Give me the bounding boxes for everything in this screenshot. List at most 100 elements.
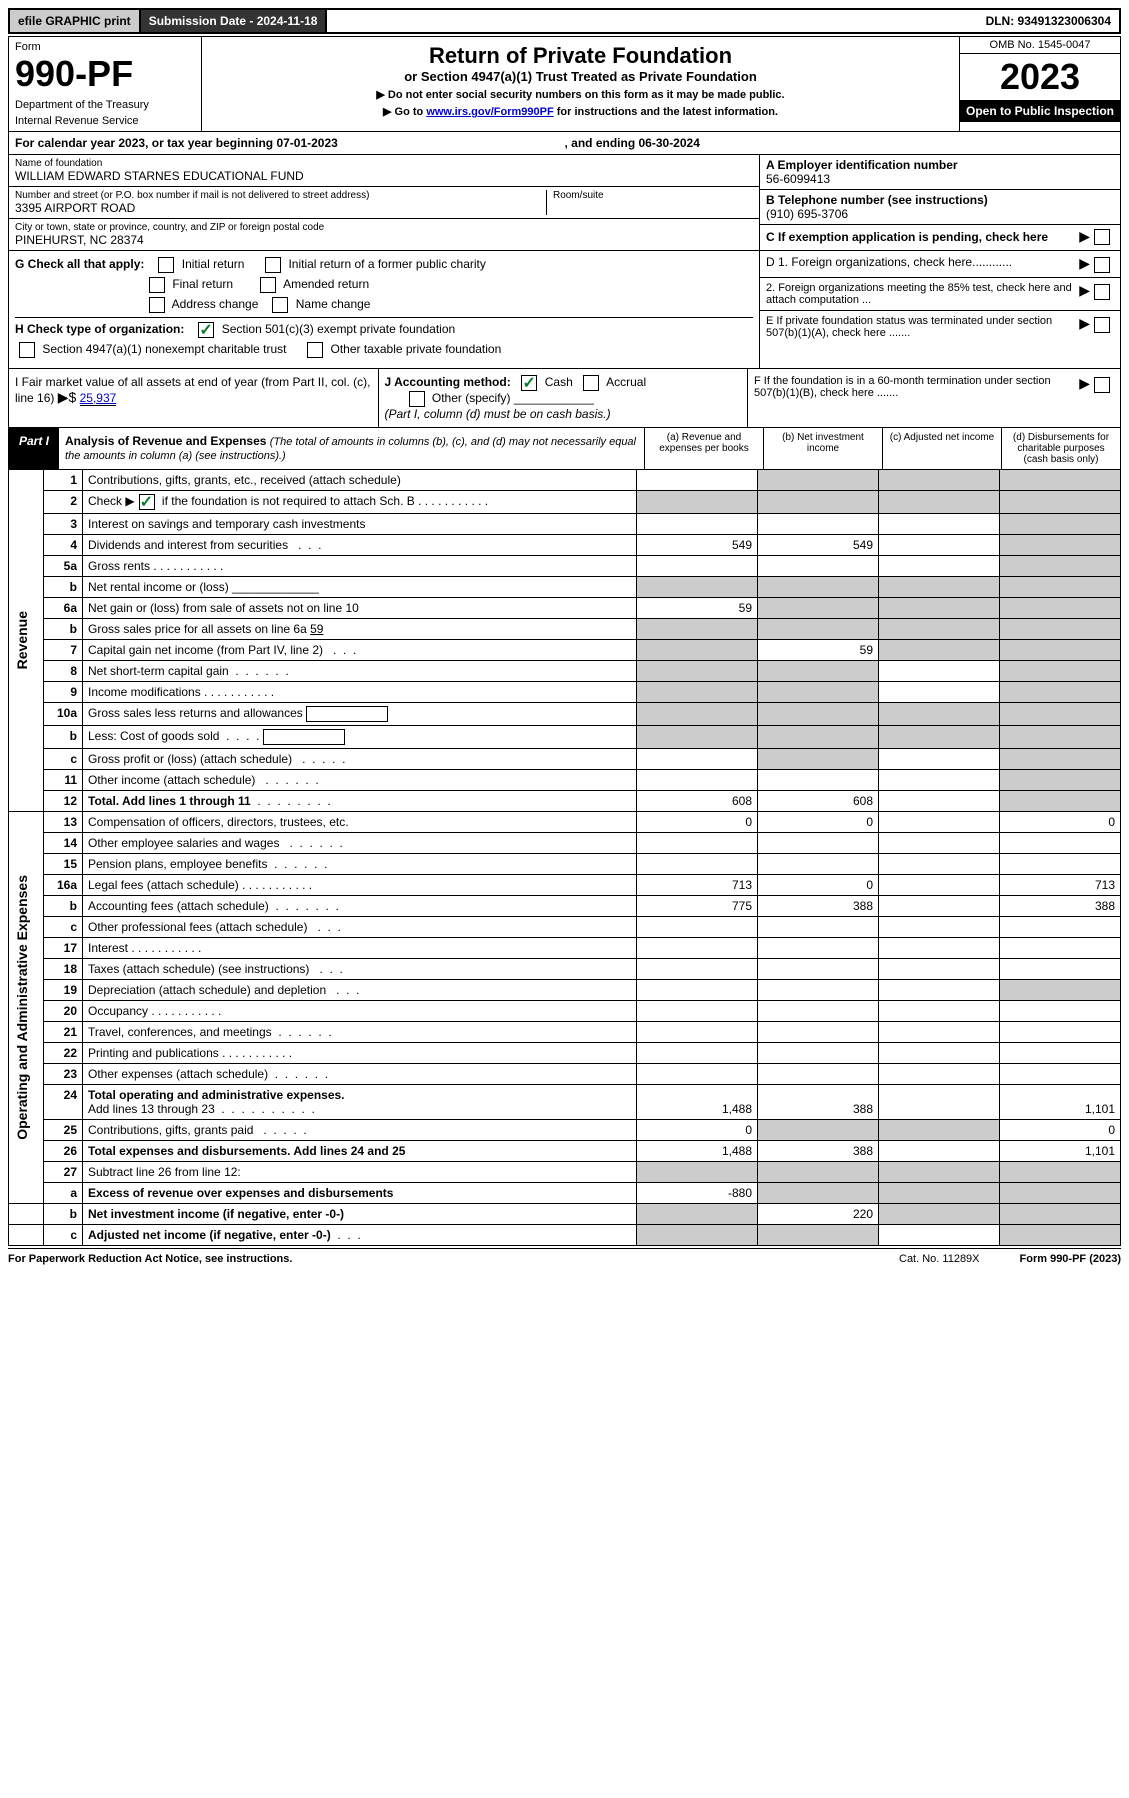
expenses-side-label: Operating and Administrative Expenses <box>14 875 30 1140</box>
irs-label: Internal Revenue Service <box>15 115 195 127</box>
address-label: Number and street (or P.O. box number if… <box>15 190 540 201</box>
g-label: G Check all that apply: <box>15 257 144 271</box>
foundation-name: WILLIAM EDWARD STARNES EDUCATIONAL FUND <box>15 169 753 183</box>
efile-print-button[interactable]: efile GRAPHIC print <box>10 10 141 32</box>
arrow-icon: ▶ <box>1079 228 1090 245</box>
line-27: Subtract line 26 from line 12: <box>83 1162 637 1183</box>
form-header: Form 990-PF Department of the Treasury I… <box>8 36 1121 132</box>
ein-label: A Employer identification number <box>766 158 1114 172</box>
form-number: 990-PF <box>15 53 195 95</box>
line-10b: Less: Cost of goods sold . . . . <box>83 726 637 749</box>
part1-table: Revenue 1Contributions, gifts, grants, e… <box>8 470 1121 1246</box>
line-1: Contributions, gifts, grants, etc., rece… <box>83 470 637 491</box>
j-note: (Part I, column (d) must be on cash basi… <box>385 407 611 421</box>
s4947-checkbox[interactable] <box>19 342 35 358</box>
paperwork-notice: For Paperwork Reduction Act Notice, see … <box>8 1253 292 1265</box>
part1-header: Part I Analysis of Revenue and Expenses … <box>8 428 1121 470</box>
line-17: Interest <box>83 938 637 959</box>
revenue-side-label: Revenue <box>14 611 30 669</box>
city-state-zip: PINEHURST, NC 28374 <box>15 233 753 247</box>
form990pf-link[interactable]: www.irs.gov/Form990PF <box>426 106 553 118</box>
line-23: Other expenses (attach schedule) . . . .… <box>83 1064 637 1085</box>
telephone: (910) 695-3706 <box>766 207 1114 221</box>
instr-ssn: ▶ Do not enter social security numbers o… <box>208 88 953 101</box>
address-change-checkbox[interactable] <box>149 297 165 313</box>
line-16b: Accounting fees (attach schedule) . . . … <box>83 896 637 917</box>
ijf-row: I Fair market value of all assets at end… <box>8 369 1121 428</box>
form-subtitle: or Section 4947(a)(1) Trust Treated as P… <box>208 69 953 84</box>
room-label: Room/suite <box>553 190 753 201</box>
line-4: Dividends and interest from securities .… <box>83 535 637 556</box>
s501c3-checkbox[interactable] <box>198 322 214 338</box>
form-label: Form <box>15 41 195 53</box>
line-8: Net short-term capital gain . . . . . . <box>83 661 637 682</box>
arrow-icon: ▶ <box>1079 375 1090 391</box>
line-7: Capital gain net income (from Part IV, l… <box>83 640 637 661</box>
arrow-icon: ▶ <box>1079 315 1090 331</box>
d1-checkbox[interactable] <box>1094 257 1110 273</box>
initial-public-checkbox[interactable] <box>265 257 281 273</box>
col-d-header: (d) Disbursements for charitable purpose… <box>1001 428 1120 469</box>
schb-checkbox[interactable] <box>139 494 155 510</box>
line-12: Total. Add lines 1 through 11 . . . . . … <box>83 791 637 812</box>
calendar-year-row: For calendar year 2023, or tax year begi… <box>8 132 1121 155</box>
submission-date: Submission Date - 2024-11-18 <box>141 10 328 32</box>
d2-label: 2. Foreign organizations meeting the 85%… <box>766 282 1079 306</box>
line-10c: Gross profit or (loss) (attach schedule)… <box>83 749 637 770</box>
initial-return-checkbox[interactable] <box>158 257 174 273</box>
line-18: Taxes (attach schedule) (see instruction… <box>83 959 637 980</box>
line-5b: Net rental income or (loss) ____________… <box>83 577 637 598</box>
line-11: Other income (attach schedule) . . . . .… <box>83 770 637 791</box>
line-19: Depreciation (attach schedule) and deple… <box>83 980 637 1001</box>
address: 3395 AIRPORT ROAD <box>15 201 540 215</box>
line-2: Check ▶ if the foundation is not require… <box>83 491 637 514</box>
line-6b: Gross sales price for all assets on line… <box>83 619 637 640</box>
footer: For Paperwork Reduction Act Notice, see … <box>8 1248 1121 1265</box>
fmv-link[interactable]: 25,937 <box>80 391 117 406</box>
dln: DLN: 93491323006304 <box>978 10 1119 32</box>
line-25: Contributions, gifts, grants paid . . . … <box>83 1120 637 1141</box>
other-method-checkbox[interactable] <box>409 391 425 407</box>
other-taxable-checkbox[interactable] <box>307 342 323 358</box>
line-21: Travel, conferences, and meetings . . . … <box>83 1022 637 1043</box>
omb-number: OMB No. 1545-0047 <box>960 37 1120 54</box>
line-27c: Adjusted net income (if negative, enter … <box>83 1225 637 1246</box>
line-26: Total expenses and disbursements. Add li… <box>83 1141 637 1162</box>
line-24: Total operating and administrative expen… <box>83 1085 637 1120</box>
f-checkbox[interactable] <box>1094 377 1110 393</box>
city-label: City or town, state or province, country… <box>15 222 753 233</box>
entity-block: Name of foundation WILLIAM EDWARD STARNE… <box>8 155 1121 251</box>
telephone-label: B Telephone number (see instructions) <box>766 193 1114 207</box>
line-6a: Net gain or (loss) from sale of assets n… <box>83 598 637 619</box>
line-27a: Excess of revenue over expenses and disb… <box>83 1183 637 1204</box>
exemption-pending-checkbox[interactable] <box>1094 229 1110 245</box>
line-3: Interest on savings and temporary cash i… <box>83 514 637 535</box>
line-16c: Other professional fees (attach schedule… <box>83 917 637 938</box>
cat-no: Cat. No. 11289X <box>899 1253 980 1265</box>
line-9: Income modifications <box>83 682 637 703</box>
exemption-pending-label: C If exemption application is pending, c… <box>766 230 1079 244</box>
line-20: Occupancy <box>83 1001 637 1022</box>
e-label: E If private foundation status was termi… <box>766 315 1079 339</box>
accrual-checkbox[interactable] <box>583 375 599 391</box>
line-10a: Gross sales less returns and allowances <box>83 703 637 726</box>
open-public: Open to Public Inspection <box>960 100 1120 122</box>
line-13: Compensation of officers, directors, tru… <box>83 812 637 833</box>
final-return-checkbox[interactable] <box>149 277 165 293</box>
instr-goto: ▶ Go to www.irs.gov/Form990PF for instru… <box>208 105 953 118</box>
line-5a: Gross rents <box>83 556 637 577</box>
d2-checkbox[interactable] <box>1094 284 1110 300</box>
ein: 56-6099413 <box>766 172 1114 186</box>
line-15: Pension plans, employee benefits . . . .… <box>83 854 637 875</box>
part1-tag: Part I <box>9 428 59 469</box>
amended-return-checkbox[interactable] <box>260 277 276 293</box>
line-14: Other employee salaries and wages . . . … <box>83 833 637 854</box>
col-a-header: (a) Revenue and expenses per books <box>644 428 763 469</box>
e-checkbox[interactable] <box>1094 317 1110 333</box>
cash-checkbox[interactable] <box>521 375 537 391</box>
d1-label: D 1. Foreign organizations, check here..… <box>766 255 1079 269</box>
line-16a: Legal fees (attach schedule) <box>83 875 637 896</box>
col-b-header: (b) Net investment income <box>763 428 882 469</box>
name-change-checkbox[interactable] <box>272 297 288 313</box>
form-footer: Form 990-PF (2023) <box>1020 1253 1121 1265</box>
